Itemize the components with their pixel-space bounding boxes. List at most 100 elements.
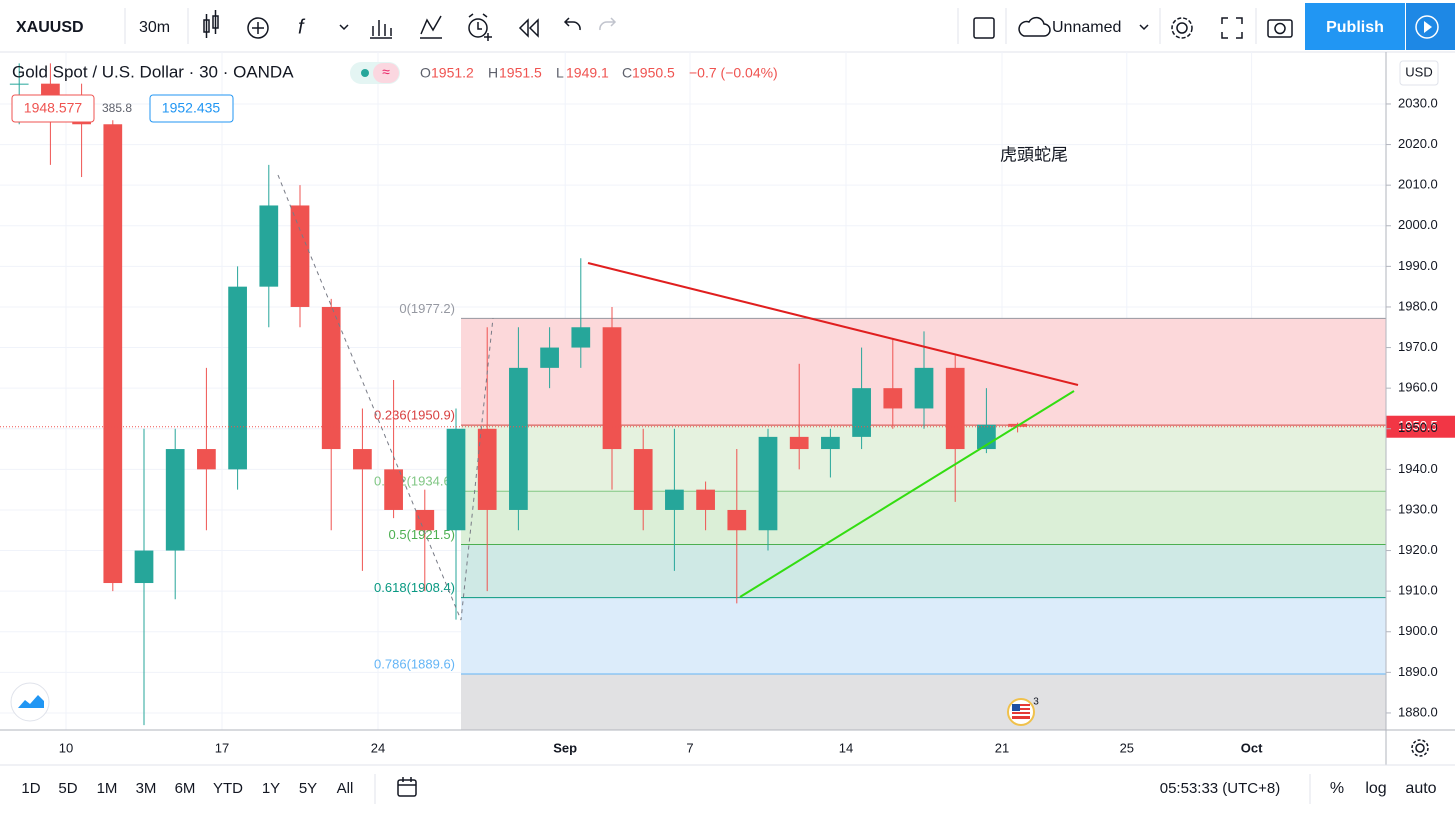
publish-label[interactable]: Publish [1326, 19, 1384, 36]
candle-body [165, 449, 185, 551]
candle-body [197, 449, 216, 470]
templates-icon[interactable] [420, 15, 442, 39]
layout-dropdown[interactable] [1139, 24, 1149, 31]
snapshot-icon[interactable] [1267, 19, 1293, 38]
range-button[interactable]: 5Y [299, 780, 317, 797]
candle-body [727, 509, 747, 531]
fib-label: 0(1977.2) [399, 301, 455, 316]
candle-body [259, 205, 279, 287]
candle-body [290, 205, 310, 307]
range-button[interactable]: 3M [136, 780, 157, 797]
range-button[interactable]: 1D [21, 780, 40, 797]
goto-date[interactable] [397, 777, 417, 797]
publish-button[interactable] [1305, 3, 1405, 50]
log-toggle[interactable]: log [1365, 780, 1386, 797]
fib-zone [461, 673, 1386, 730]
undo-icon[interactable] [563, 17, 581, 31]
alert-icon[interactable] [468, 13, 492, 41]
candle-body [789, 436, 809, 450]
y-tick-label: 1900.0 [1398, 623, 1438, 638]
svg-text:≈: ≈ [382, 64, 390, 80]
axis-settings[interactable] [1411, 739, 1429, 757]
legend-title: Gold Spot / U.S. Dollar · 30 · OANDA [12, 62, 294, 81]
y-tick-label: 1970.0 [1398, 339, 1438, 354]
low-value: 1949.1 [566, 65, 609, 81]
percent-toggle[interactable]: % [1330, 780, 1344, 797]
x-tick-label: 17 [215, 740, 229, 755]
price-tag [1386, 415, 1455, 438]
range-button[interactable]: 5D [58, 780, 77, 797]
annotation[interactable]: 虎頭蛇尾 [1000, 145, 1068, 164]
spread: 385.8 [102, 101, 132, 115]
candle-body [477, 428, 497, 510]
candle-type-icon[interactable] [203, 10, 219, 38]
y-tick-label: 1920.0 [1398, 542, 1438, 557]
settings-icon[interactable] [1171, 17, 1193, 39]
dropdown-icon[interactable] [339, 24, 349, 31]
fib-label: 0.5(1921.5) [389, 527, 456, 542]
select-toggle[interactable] [973, 17, 995, 39]
range-button[interactable]: 6M [175, 780, 196, 797]
y-tick-label: 1990.0 [1398, 258, 1438, 273]
range-button[interactable]: All [337, 780, 354, 797]
resistance-line[interactable] [587, 262, 1079, 386]
candle-body [665, 489, 684, 510]
candle-body [633, 449, 653, 510]
range-button[interactable]: YTD [213, 780, 243, 797]
x-tick-label: 25 [1120, 740, 1134, 755]
price-tag-label: 1950.5 [1398, 418, 1438, 433]
replay-icon[interactable] [518, 18, 539, 38]
y-tick-label: 1930.0 [1398, 501, 1438, 516]
candle-body [540, 347, 559, 368]
close-label: C [622, 65, 632, 81]
fib-zone [461, 597, 1386, 674]
candle-body [415, 509, 435, 531]
sell-price[interactable]: 1948.577 [24, 100, 83, 116]
cloud-icon[interactable] [1018, 16, 1051, 37]
y-tick-label: 1950.0 [1398, 420, 1438, 435]
y-tick-label: 1960.0 [1398, 380, 1438, 395]
logo[interactable] [10, 682, 50, 722]
candle-body [321, 306, 341, 450]
range-button[interactable]: 1M [97, 780, 118, 797]
fib-label: 0.236(1950.9) [374, 408, 455, 423]
fib-trend-line[interactable] [277, 174, 494, 621]
fib-label: 0.618(1908.4) [374, 580, 455, 595]
fib-label: 0.786(1889.6) [374, 656, 455, 671]
candle-body [883, 388, 903, 409]
x-tick-label: 14 [839, 740, 853, 755]
candle-body [914, 367, 934, 409]
clock[interactable]: 05:53:33 (UTC+8) [1160, 780, 1280, 797]
auto-toggle[interactable]: auto [1405, 780, 1436, 797]
top-toolbar: XAUUSD 30m f Unnamed Publish [0, 0, 1455, 53]
layout-name[interactable]: Unnamed [1052, 19, 1121, 36]
candle-body [571, 327, 591, 348]
candle-body [602, 327, 622, 450]
candle-body [509, 367, 528, 510]
candle-body [228, 286, 247, 470]
current-price: 1950.5 [0, 415, 1455, 438]
symbol[interactable]: XAUUSD [16, 19, 84, 36]
bottom-bar: 05:53:33 (UTC+8) % log auto 1D 5D 1M 3M 6M YT… [21, 774, 1437, 804]
fib-retracement: 0(1977.2)0.236(1950.9)0.382(1934.6)0.5(1… [374, 301, 1386, 730]
low-label: L [556, 65, 564, 81]
x-tick-label: 24 [371, 740, 385, 755]
interval[interactable]: 30m [139, 19, 170, 36]
indicators-icon[interactable]: f [298, 16, 306, 38]
change-value: −0.7 (−0.04%) [689, 65, 778, 81]
financials-icon[interactable] [370, 20, 392, 39]
currency[interactable]: USD [1405, 64, 1432, 79]
range-button[interactable]: 1Y [262, 780, 280, 797]
candle-body [758, 436, 778, 531]
time-axis: 10 17 24 Sep 7 14 21 25 Oct [59, 740, 1263, 755]
events-count: 3 [1033, 697, 1039, 708]
close-value: 1950.5 [632, 65, 675, 81]
fullscreen-icon[interactable] [1221, 17, 1243, 39]
legend: Gold Spot / U.S. Dollar · 30 · OANDA ≈ O… [11, 62, 778, 123]
buy-price[interactable]: 1952.435 [162, 100, 221, 116]
x-tick-label: 21 [995, 740, 1009, 755]
y-tick-label: 1980.0 [1398, 298, 1438, 313]
support-line[interactable] [739, 390, 1075, 598]
compare-icon[interactable] [247, 17, 269, 39]
